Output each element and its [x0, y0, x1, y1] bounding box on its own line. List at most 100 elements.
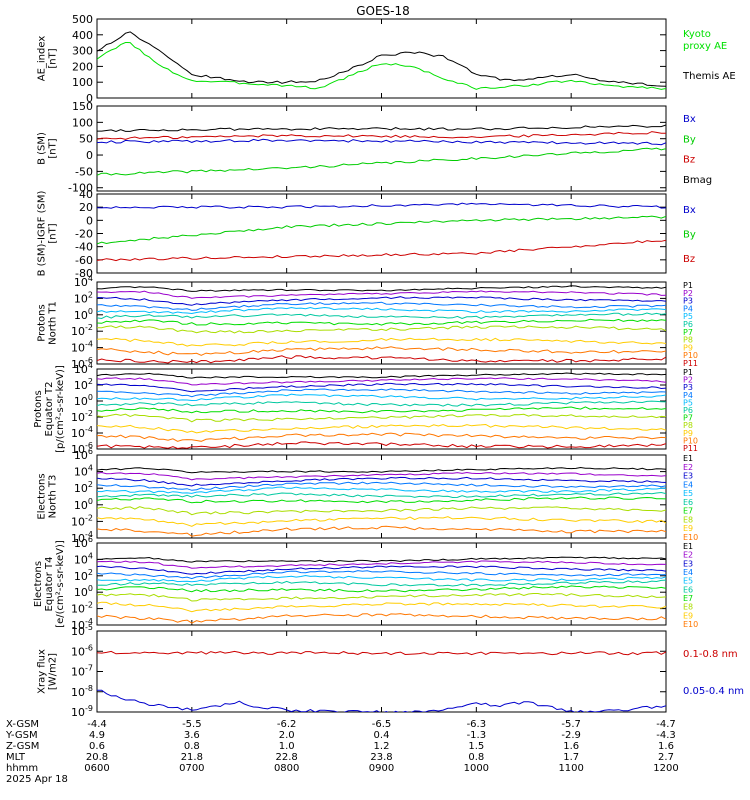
legend-item-p6: P6 [683, 320, 693, 329]
ephem-value: 1.7 [563, 752, 579, 763]
series-line-bx [97, 202, 666, 209]
y-tick-label: 300 [72, 45, 93, 58]
channel-line-p11 [97, 355, 666, 364]
y-tick-label: -80 [75, 267, 93, 280]
ephem-value: 0800 [274, 763, 299, 774]
y-tick-label: 20 [79, 201, 93, 214]
y-axis-label: [nT] [48, 223, 59, 243]
legend-item-p5: P5 [683, 398, 693, 407]
ephem-value: 1.2 [374, 741, 390, 752]
y-axis-label: B (SM) [37, 132, 48, 165]
legend-item-bx: Bx [683, 114, 696, 125]
figure-title: GOES-18 [356, 4, 410, 18]
ephem-value: 0.8 [468, 752, 484, 763]
y-tick-label: -20 [75, 228, 93, 241]
ephem-value: 0700 [179, 763, 204, 774]
y-tick-label: 500 [72, 13, 93, 26]
channel-line-e1 [97, 466, 666, 474]
y-tick-label: 50 [79, 133, 93, 146]
y-tick-label: 200 [72, 60, 93, 73]
channel-line-e2 [97, 560, 666, 569]
legend-item-p4: P4 [683, 304, 693, 313]
y-tick-label: 102 [74, 568, 93, 583]
channel-line-p6 [97, 400, 666, 407]
panel-frame [96, 630, 667, 713]
ephem-value: 22.8 [276, 752, 298, 763]
y-axis-label: Equator T4 [44, 557, 55, 612]
ephem-value: 20.8 [86, 752, 108, 763]
series-line-0-05-0-4-nm [97, 689, 666, 712]
channel-line-e7 [97, 496, 666, 504]
channel-line-e9 [97, 601, 666, 613]
legend-item-e1: E1 [683, 542, 693, 551]
channel-line-p8 [97, 325, 666, 334]
channel-line-p8 [97, 413, 666, 423]
ephem-value: -6.2 [277, 719, 297, 730]
legend-item-kyoto: Kyoto [683, 29, 711, 40]
series-line-themis-ae [97, 31, 666, 87]
ephem-value: -5.7 [561, 719, 581, 730]
legend-item-p2: P2 [683, 289, 693, 298]
channel-line-p3 [97, 382, 666, 393]
panel-frame [96, 542, 667, 626]
ephem-value: 1.6 [658, 741, 674, 752]
channel-line-p6 [97, 312, 666, 320]
y-tick-label: 10-4 [71, 425, 93, 440]
legend-item-e10: E10 [683, 533, 698, 542]
y-axis-label: Xray flux [37, 649, 48, 694]
ephem-value: 23.8 [370, 752, 392, 763]
channel-line-p7 [97, 318, 666, 326]
panel-8: 10-5 10-6 10-7 10-8 10-9 Xray flux [W/m2] 0.1-0… [37, 623, 745, 719]
channel-line-p11 [97, 441, 666, 449]
legend-item-e9: E9 [683, 524, 693, 533]
plot-area [97, 31, 666, 90]
ephem-value: 0.8 [184, 741, 200, 752]
y-tick-label: 10-4 [71, 617, 93, 632]
legend-item-e4: E4 [683, 480, 693, 489]
y-tick-label: 106 [74, 447, 93, 462]
series-line-bx [97, 138, 666, 146]
y-tick-label: 10-6 [71, 356, 93, 371]
y-tick-label: 10-2 [71, 601, 93, 616]
ephem-row-label-mlt: MLT [6, 752, 26, 763]
legend-item-bz: Bz [683, 155, 695, 166]
legend-item-p7: P7 [683, 414, 693, 423]
legend-item-e6: E6 [683, 585, 693, 594]
ephem-value: 2.7 [658, 752, 674, 763]
y-axis-label: North T3 [48, 475, 59, 519]
y-axis-label: Protons [37, 304, 48, 341]
series-line-0-1-0-8-nm [97, 650, 666, 656]
legend-item-proxy-ae: proxy AE [683, 41, 727, 52]
y-axis-label: [p/(cm²-s-sr-keV)] [55, 365, 66, 453]
ephem-value: 4.9 [89, 730, 105, 741]
legend-item-e10: E10 [683, 620, 698, 629]
channel-line-p3 [97, 296, 666, 306]
legend-item-p7: P7 [683, 328, 693, 337]
y-tick-label: 10-4 [71, 340, 93, 355]
legend-item-bmag: Bmag [683, 175, 712, 186]
ephem-value: 0.4 [374, 730, 390, 741]
series-line-by [97, 215, 666, 245]
ephem-value: 21.8 [181, 752, 203, 763]
y-tick-label: 0 [86, 92, 93, 105]
y-tick-label: 0 [86, 149, 93, 162]
y-tick-label: 100 [72, 116, 93, 129]
y-tick-label: 100 [72, 76, 93, 89]
channel-line-p5 [97, 306, 666, 315]
series-line-bz [97, 131, 666, 140]
ephemeris-table: X-GSM -4.4 -5.5 -6.2 -6.5 -6.3 -5.7 -4.7 Y-GSM 4.… [5, 719, 679, 785]
channel-line-p9 [97, 423, 666, 434]
y-tick-label: 10-7 [71, 664, 93, 679]
ephem-value: 3.6 [184, 730, 200, 741]
ephem-value: 0.6 [89, 741, 105, 752]
y-tick-label: 102 [74, 290, 93, 305]
legend-item-by: By [683, 230, 696, 241]
channel-line-e6 [97, 491, 666, 499]
legend-item-p6: P6 [683, 406, 693, 415]
ephem-value: 1.0 [279, 741, 295, 752]
channel-line-p10 [97, 432, 666, 442]
y-axis-label: B (SM)-IGRF (SM) [37, 191, 48, 277]
